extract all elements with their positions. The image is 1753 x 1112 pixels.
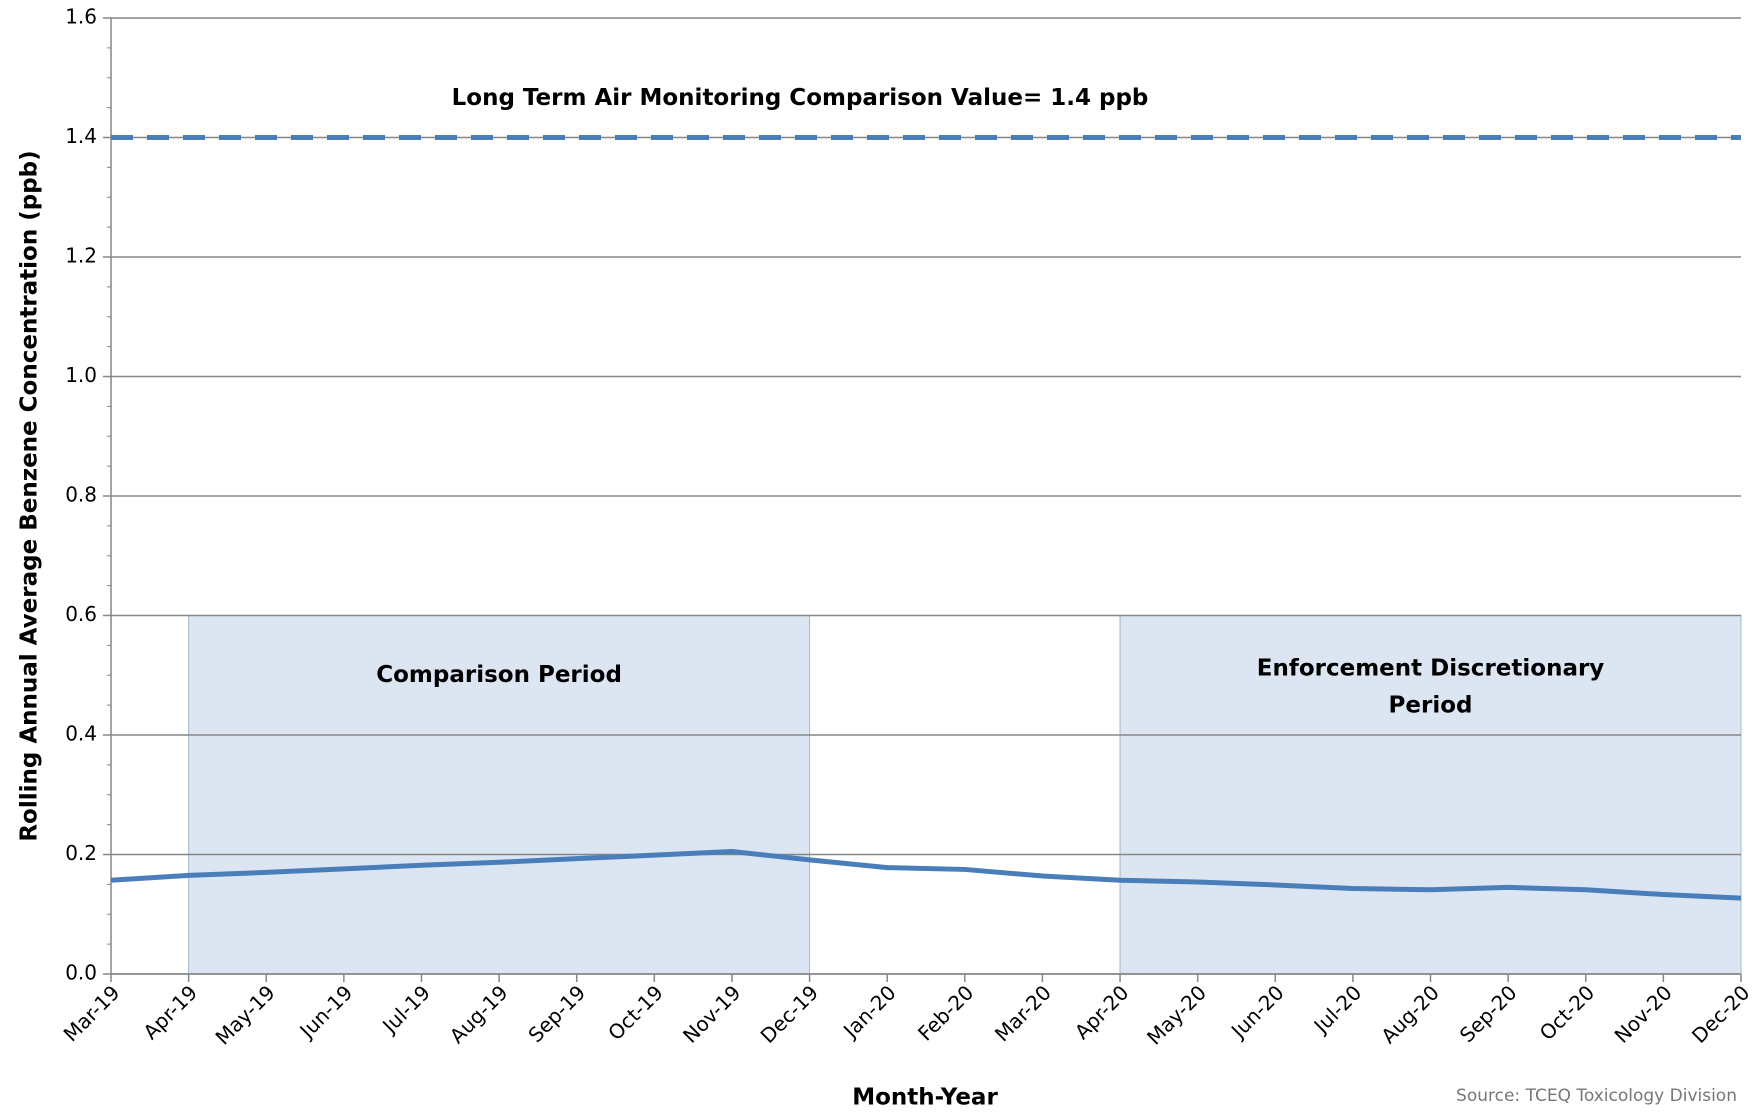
period-label: Period	[1389, 692, 1473, 718]
y-tick-label: 1.0	[65, 363, 97, 387]
x-tick-label: Jul-20	[1308, 980, 1367, 1039]
x-tick-label: Oct-20	[1535, 980, 1600, 1045]
y-tick-label: 0.4	[65, 722, 97, 746]
x-tick-label: Mar-20	[990, 980, 1056, 1046]
x-tick-label: Sep-20	[1455, 980, 1522, 1047]
x-axis-title: Month-Year	[852, 1085, 998, 1111]
x-tick-label: Dec-20	[1687, 980, 1753, 1047]
x-tick-label: Nov-19	[678, 980, 745, 1047]
x-tick-label: Aug-19	[445, 980, 513, 1048]
y-tick-label: 1.6	[65, 5, 97, 29]
y-tick-label: 0.6	[65, 602, 97, 626]
x-tick-label: Sep-19	[523, 980, 590, 1047]
x-tick-label: May-20	[1142, 980, 1211, 1049]
x-tick-label: Apr-20	[1070, 980, 1134, 1044]
y-tick-label: 0.8	[65, 483, 97, 507]
y-tick-label: 0.0	[65, 961, 97, 985]
y-tick-label: 1.4	[65, 124, 97, 148]
reference-label: Long Term Air Monitoring Comparison Valu…	[452, 85, 1149, 111]
x-tick-label: Nov-20	[1610, 980, 1677, 1047]
x-tick-label: Dec-19	[756, 980, 823, 1047]
x-tick-label: Jul-19	[376, 980, 435, 1039]
x-tick-label: Aug-20	[1376, 980, 1444, 1048]
x-tick-label: Oct-19	[603, 980, 668, 1045]
shaded-period	[1119, 615, 1742, 975]
shaded-period	[188, 615, 811, 975]
source: Source: TCEQ Toxicology Division	[1456, 1086, 1737, 1106]
x-tick-label: Jan-20	[837, 980, 900, 1043]
period-label: Comparison Period	[376, 662, 622, 688]
plot-area: Comparison Period Enforcement Discretiona…	[111, 17, 1742, 975]
x-tick-label: Feb-20	[913, 980, 978, 1045]
y-axis-title: Rolling Annual Average Benzene Concentra…	[17, 150, 43, 841]
x-tick-label: Jun-19	[294, 980, 358, 1044]
x-tick-label: May-19	[211, 980, 280, 1049]
y-tick-label: 1.2	[65, 244, 97, 268]
x-tick-label: Jun-20	[1225, 980, 1289, 1044]
x-tick-label: Mar-19	[59, 980, 125, 1046]
data-line	[110, 849, 1742, 901]
y-tick-label: 0.2	[65, 841, 97, 865]
period-label: Enforcement Discretionary	[1257, 655, 1605, 681]
x-tick-label: Apr-19	[138, 980, 202, 1044]
